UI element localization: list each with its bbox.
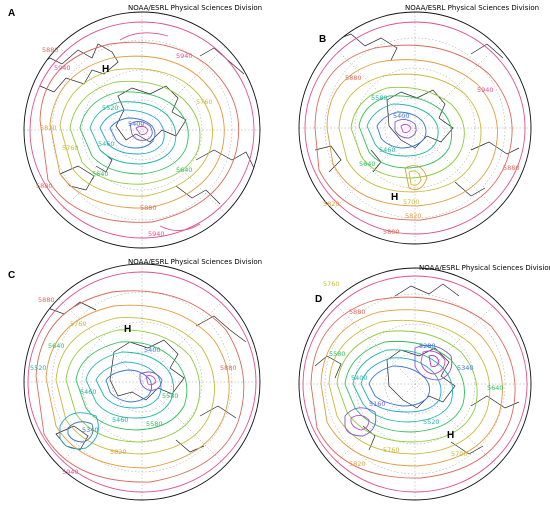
contour-label: 5520 — [423, 418, 440, 426]
contour-label: 5880 — [503, 164, 520, 172]
contour-labels: 5880 5940 5820 5940 5760 5640 5460 5400 … — [36, 46, 213, 238]
high-pressure-marker: H — [447, 430, 454, 441]
contour-label: 5940 — [176, 52, 193, 60]
contour-label: 5820 — [323, 200, 340, 208]
polar-map: 5940 5880 5580 5400 5460 5640 5880 5700 … — [298, 11, 532, 245]
polar-map: 5880 5940 5820 5940 5760 5640 5460 5400 … — [23, 11, 261, 249]
contour-label: 5880 — [36, 182, 53, 190]
contour-label: 5820 — [40, 124, 57, 132]
contour-label: 5940 — [148, 230, 165, 238]
contour-label: 5940 — [477, 86, 494, 94]
lat-lon-grid — [24, 264, 260, 500]
panel-b: B NOAA/ESRL Physical Sciences Division — [275, 0, 550, 256]
contour-label: 5340 — [82, 426, 99, 434]
contour-label: 5820 — [405, 212, 422, 220]
panel-letter: A — [8, 8, 16, 19]
contour-label: 5160 — [369, 400, 386, 408]
contour-label: 5520 — [30, 364, 47, 372]
contour-label: 5400 — [393, 112, 410, 120]
contour-label: 5640 — [92, 170, 109, 178]
contour-label: 5760 — [196, 98, 213, 106]
panel-a: A NOAA/ESRL Physical Sciences Division — [0, 0, 275, 256]
polar-map: 5880 5760 5640 5520 5400 5460 5580 5880 … — [23, 263, 261, 501]
polar-map: 5760 5880 5580 5280 5400 5160 5340 5520 … — [298, 267, 532, 501]
credit-text: NOAA/ESRL Physical Sciences Division — [128, 4, 263, 12]
panel-c: C NOAA/ESRL Physical Sciences Division — [0, 256, 275, 512]
contour-label: 5520 — [102, 104, 119, 112]
contour-label: 5400 — [128, 120, 145, 128]
high-pressure-marker: H — [102, 64, 109, 75]
contour-label: 5580 — [329, 350, 346, 358]
contour-label: 5460 — [80, 388, 97, 396]
contour-label: 5640 — [487, 384, 504, 392]
contour-label: 5760 — [62, 144, 79, 152]
contour-label: 5880 — [345, 74, 362, 82]
contour-label: 5640 — [48, 342, 65, 350]
panel-d: D NOAA/ESRL Physical Sciences Division — [275, 256, 550, 512]
map-border — [298, 267, 532, 501]
high-pressure-marker: H — [391, 192, 398, 203]
contour-label: 5280 — [419, 342, 436, 350]
height-contours — [302, 275, 528, 493]
contour-label: 5460 — [379, 146, 396, 154]
contour-label: 5880 — [38, 296, 55, 304]
contour-label: 5460 — [98, 140, 115, 148]
contour-label: 5940 — [62, 468, 79, 476]
contour-label: 5760 — [70, 320, 87, 328]
contour-label: 5880 — [383, 228, 400, 236]
contour-label: 5340 — [457, 364, 474, 372]
contour-labels: 5940 5880 5580 5400 5460 5640 5880 5700 … — [323, 74, 520, 236]
contour-label: 5460 — [112, 416, 129, 424]
credit-text: NOAA/ESRL Physical Sciences Division — [128, 258, 263, 266]
credit-text: NOAA/ESRL Physical Sciences Division — [419, 264, 550, 272]
contour-label: 5400 — [351, 374, 368, 382]
contour-label: 5580 — [146, 420, 163, 428]
contour-label: 5580 — [371, 94, 388, 102]
lat-lon-grid — [299, 12, 531, 244]
contour-label: 5880 — [140, 204, 157, 212]
contour-label: 5400 — [144, 346, 161, 354]
contour-label: 5760 — [383, 446, 400, 454]
contour-label: 5640 — [176, 166, 193, 174]
panel-letter: D — [315, 294, 323, 305]
contour-label: 5820 — [110, 448, 127, 456]
contour-labels: 5760 5880 5580 5280 5400 5160 5340 5520 … — [323, 280, 504, 468]
contour-label: 5580 — [162, 392, 179, 400]
map-border — [298, 11, 532, 245]
contour-label: 5640 — [359, 160, 376, 168]
panel-letter: B — [319, 34, 327, 45]
credit-text: NOAA/ESRL Physical Sciences Division — [405, 4, 540, 12]
contour-label: 5760 — [323, 280, 340, 288]
high-pressure-marker: H — [124, 324, 131, 335]
height-contours — [304, 21, 526, 235]
map-border — [23, 11, 261, 249]
contour-labels: 5880 5760 5640 5520 5400 5460 5580 5880 … — [30, 296, 237, 476]
contour-label: 5820 — [349, 460, 366, 468]
contour-label: 5880 — [349, 308, 366, 316]
panel-letter: C — [8, 270, 16, 281]
map-border — [23, 263, 261, 501]
contour-label: 5700 — [451, 450, 468, 458]
contour-label: 5700 — [403, 198, 420, 206]
contour-label: 5880 — [220, 364, 237, 372]
height-contours — [29, 21, 255, 239]
height-contours — [27, 271, 257, 493]
contour-label: 5940 — [54, 64, 71, 72]
contour-label: 5880 — [42, 46, 59, 54]
lat-lon-grid — [24, 12, 260, 248]
